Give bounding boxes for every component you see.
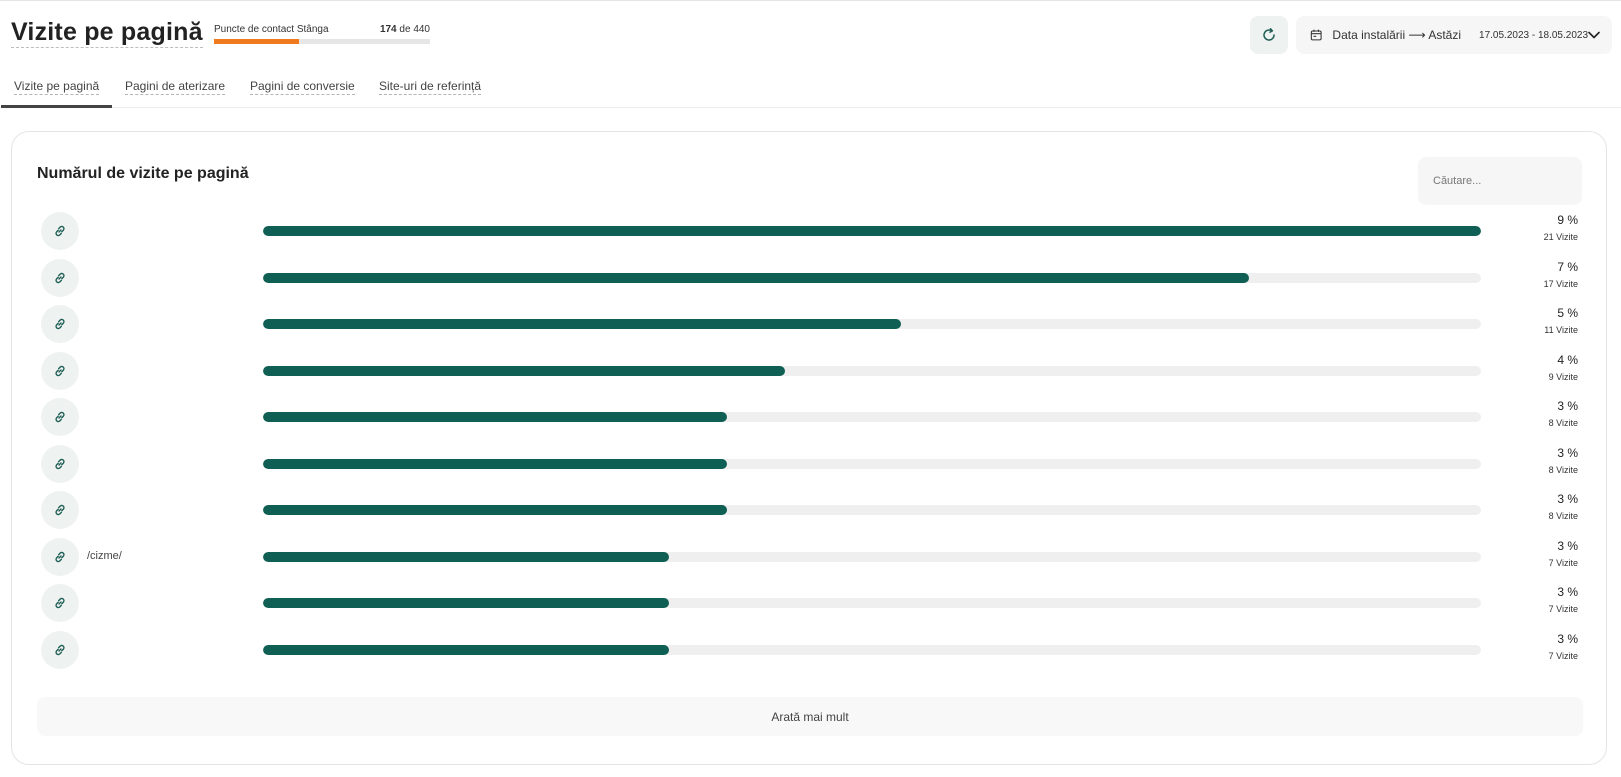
date-range-filter[interactable]: Data instalării ⟶ Astăzi 17.05.2023 - 18… bbox=[1296, 16, 1612, 54]
link-icon[interactable] bbox=[41, 258, 79, 297]
visits-bar-track bbox=[263, 412, 1481, 422]
visits-bar-fill bbox=[263, 644, 669, 655]
visits-count: 9 Vizite bbox=[1548, 371, 1578, 382]
visits-percent: 3 % bbox=[1557, 538, 1578, 553]
search-input[interactable] bbox=[1418, 157, 1582, 205]
tab-conversion-pages[interactable]: Pagini de conversie bbox=[250, 79, 355, 95]
tab-bar: Vizite pe pagină Pagini de aterizare Pag… bbox=[0, 70, 1621, 108]
visits-bar-track bbox=[263, 598, 1481, 608]
contact-points-count: 174 de 440 bbox=[380, 24, 430, 35]
visits-count: 7 Vizite bbox=[1548, 557, 1578, 568]
top-divider bbox=[0, 0, 1621, 1]
visits-bar-track bbox=[263, 319, 1481, 329]
visits-count: 7 Vizite bbox=[1548, 604, 1578, 614]
list-item: 3 % 7 Vizite bbox=[12, 630, 1608, 670]
visits-count: 17 Vizite bbox=[1543, 278, 1578, 289]
list-item: 3 % 7 Vizite bbox=[12, 583, 1608, 623]
list-item: 7 % 17 Vizite bbox=[12, 258, 1608, 298]
link-icon[interactable] bbox=[41, 398, 79, 436]
page-visits-card: Numărul de vizite pe pagină 9 % 21 Vizit… bbox=[11, 131, 1607, 765]
list-item: 5 % 11 Vizite bbox=[12, 304, 1608, 344]
calendar-icon bbox=[1310, 29, 1322, 41]
tab-page-visits[interactable]: Vizite pe pagină bbox=[14, 79, 100, 95]
contact-points-separator: de bbox=[399, 24, 411, 35]
contact-points-label: Puncte de contact Stânga bbox=[214, 24, 329, 35]
visits-bar-fill bbox=[263, 551, 669, 562]
contact-points-fill bbox=[214, 39, 300, 44]
visits-bar-fill bbox=[263, 412, 727, 422]
visits-bar-fill bbox=[263, 226, 1481, 236]
visits-percent: 3 % bbox=[1557, 399, 1578, 413]
visits-percent: 7 % bbox=[1557, 259, 1578, 274]
visits-count: 11 Vizite bbox=[1544, 325, 1578, 335]
visits-percent: 3 % bbox=[1557, 445, 1578, 460]
visits-count: 8 Vizite bbox=[1548, 511, 1578, 521]
link-icon[interactable] bbox=[41, 537, 79, 576]
link-icon[interactable] bbox=[41, 212, 79, 250]
active-tab-indicator bbox=[1, 105, 112, 108]
visits-bar-fill bbox=[263, 598, 669, 608]
visits-bar-track bbox=[263, 365, 1481, 376]
card-title: Numărul de vizite pe pagină bbox=[37, 165, 249, 182]
visits-bar-track bbox=[263, 644, 1481, 655]
visits-bar-track bbox=[263, 226, 1481, 236]
list-item: 4 % 9 Vizite bbox=[12, 351, 1608, 391]
visits-count: 7 Vizite bbox=[1548, 650, 1578, 661]
tab-landing-pages[interactable]: Pagini de aterizare bbox=[125, 79, 226, 95]
visits-percent: 4 % bbox=[1557, 352, 1578, 367]
contact-points-used: 174 bbox=[379, 24, 397, 35]
visits-count: 8 Vizite bbox=[1548, 418, 1578, 428]
list-item: 3 % 8 Vizite bbox=[12, 444, 1608, 484]
visits-bar-fill bbox=[263, 272, 1249, 283]
link-icon[interactable] bbox=[41, 305, 79, 343]
link-icon[interactable] bbox=[41, 584, 79, 622]
visits-percent: 3 % bbox=[1557, 585, 1578, 599]
link-icon[interactable] bbox=[41, 491, 79, 529]
visits-percent: 3 % bbox=[1557, 492, 1578, 506]
visits-percent: 5 % bbox=[1557, 306, 1578, 320]
refresh-button[interactable] bbox=[1250, 16, 1288, 54]
link-icon[interactable] bbox=[41, 444, 79, 483]
date-filter-range: 17.05.2023 - 18.05.2023 bbox=[1479, 29, 1588, 41]
contact-points-total: 440 bbox=[413, 24, 430, 35]
visits-bar-fill bbox=[263, 458, 727, 469]
visits-bar-fill bbox=[263, 505, 727, 515]
visits-count: 8 Vizite bbox=[1548, 464, 1578, 475]
visits-percent: 9 % bbox=[1557, 213, 1578, 227]
list-item: 9 % 21 Vizite bbox=[12, 211, 1608, 251]
page-url: /cizme/ bbox=[87, 549, 122, 562]
list-item: 3 % 8 Vizite bbox=[12, 490, 1608, 530]
date-filter-label: Data instalării ⟶ Astăzi bbox=[1332, 28, 1462, 42]
visits-bar-track bbox=[263, 551, 1481, 562]
visits-bar-fill bbox=[263, 365, 785, 376]
visits-count: 21 Vizite bbox=[1543, 232, 1578, 242]
list-item: 3 % 8 Vizite bbox=[12, 397, 1608, 437]
contact-points-track bbox=[214, 39, 430, 44]
refresh-icon bbox=[1263, 28, 1275, 41]
visits-bar-track bbox=[263, 505, 1481, 515]
visits-percent: 3 % bbox=[1557, 631, 1578, 646]
visits-bar-fill bbox=[263, 319, 901, 329]
tab-referral-sites[interactable]: Site-uri de referință bbox=[379, 79, 482, 95]
list-item: /cizme/ 3 % 7 Vizite bbox=[12, 537, 1608, 577]
show-more-button[interactable]: Arată mai mult bbox=[37, 697, 1583, 736]
chevron-down-icon bbox=[1588, 31, 1600, 39]
visits-bar-track bbox=[263, 272, 1481, 283]
link-icon[interactable] bbox=[41, 630, 79, 669]
link-icon[interactable] bbox=[41, 351, 79, 390]
page-title: Vizite pe pagină bbox=[11, 18, 203, 48]
visits-bar-track bbox=[263, 458, 1481, 469]
